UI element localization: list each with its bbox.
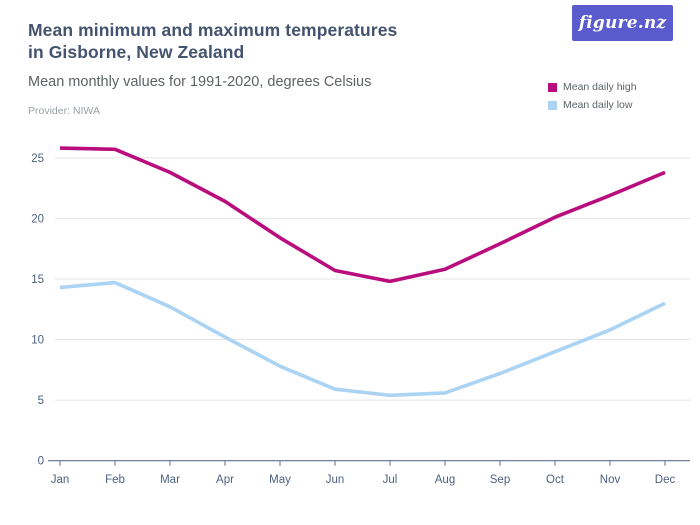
legend: Mean daily high Mean daily low — [548, 78, 637, 114]
series-line-mean-daily-low — [59, 280, 666, 398]
x-tick-label: Sep — [490, 474, 510, 486]
temperature-chart: 0 5 10 15 20 25 Jan Feb Mar Apr May Jun Jul Aug Sep Oct… — [31, 146, 690, 486]
legend-item-low: Mean daily low — [548, 96, 637, 114]
x-tick-label: Apr — [216, 474, 234, 486]
legend-swatch — [548, 100, 557, 110]
x-tick-label: Oct — [546, 474, 565, 486]
legend-label: Mean daily low — [563, 99, 633, 111]
x-tick-label: Feb — [105, 474, 125, 486]
y-tick-label: 15 — [31, 274, 44, 286]
x-tick-label: Jun — [326, 474, 345, 486]
x-tick-label: May — [269, 474, 291, 486]
provider-note: Provider: NIWA — [28, 105, 100, 117]
legend-swatch — [548, 82, 557, 92]
page-title: Mean minimum and maximum temperatures in… — [28, 19, 397, 63]
y-tick-label: 10 — [31, 335, 44, 347]
x-tick-label: Dec — [655, 474, 676, 486]
y-tick-label: 0 — [38, 456, 44, 468]
x-tick-label: Jan — [51, 474, 70, 486]
y-tick-label: 20 — [31, 213, 44, 225]
page-subtitle: Mean monthly values for 1991-2020, degre… — [28, 74, 372, 90]
figure-nz-logo-text: figure.nz — [578, 13, 667, 33]
series-line-mean-daily-high — [59, 146, 666, 284]
page-title-line2: in Gisborne, New Zealand — [28, 42, 245, 62]
y-tick-label: 5 — [38, 395, 44, 407]
page-title-line1: Mean minimum and maximum temperatures — [28, 20, 398, 40]
figure-nz-logo[interactable]: figure.nz — [572, 5, 673, 41]
x-tick-label: Mar — [160, 474, 180, 486]
x-tick-label: Aug — [435, 474, 455, 486]
x-tick-label: Nov — [600, 474, 621, 486]
legend-label: Mean daily high — [563, 81, 637, 93]
y-tick-label: 25 — [31, 153, 44, 165]
legend-item-high: Mean daily high — [548, 78, 637, 96]
x-tick-label: Jul — [383, 474, 398, 486]
